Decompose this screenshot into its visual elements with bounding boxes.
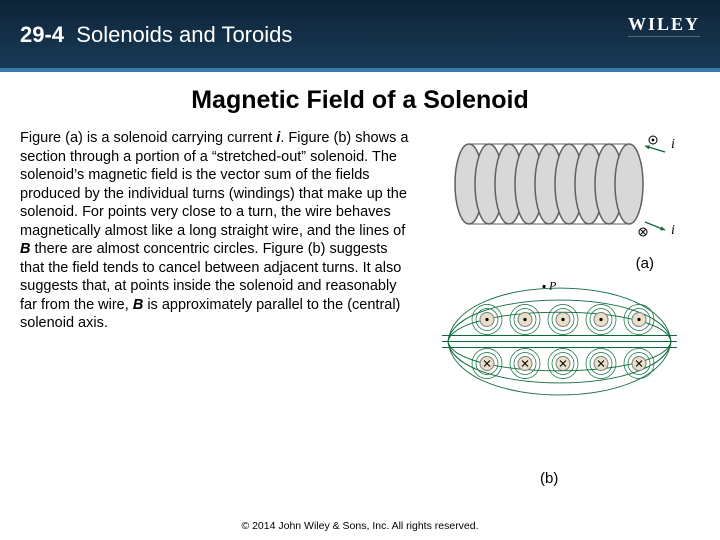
- section-number: 29-4: [20, 22, 64, 47]
- section-label: 29-4 Solenoids and Toroids: [20, 22, 292, 48]
- body-paragraph: Figure (a) is a solenoid carrying curren…: [20, 129, 410, 424]
- svg-text:i: i: [671, 137, 675, 152]
- slide-header: 29-4 Solenoids and Toroids WILEY: [0, 0, 720, 72]
- content-row: Figure (a) is a solenoid carrying curren…: [20, 129, 700, 424]
- figure-b-label: (b): [540, 470, 558, 487]
- figure-b: P: [418, 264, 700, 424]
- svg-text:P: P: [548, 279, 557, 293]
- section-title: Solenoids and Toroids: [76, 22, 292, 47]
- slide-subtitle: Magnetic Field of a Solenoid: [20, 86, 700, 115]
- figures-column: ii (a) P: [418, 129, 700, 424]
- figure-a: ii (a): [418, 129, 700, 254]
- slide-content: Magnetic Field of a Solenoid Figure (a) …: [0, 72, 720, 424]
- solenoid-coil-diagram: ii: [439, 129, 679, 249]
- svg-text:i: i: [671, 223, 675, 238]
- publisher-logo: WILEY: [628, 14, 700, 37]
- solenoid-field-lines-diagram: P: [432, 264, 687, 419]
- copyright-text: © 2014 John Wiley & Sons, Inc. All right…: [0, 520, 720, 532]
